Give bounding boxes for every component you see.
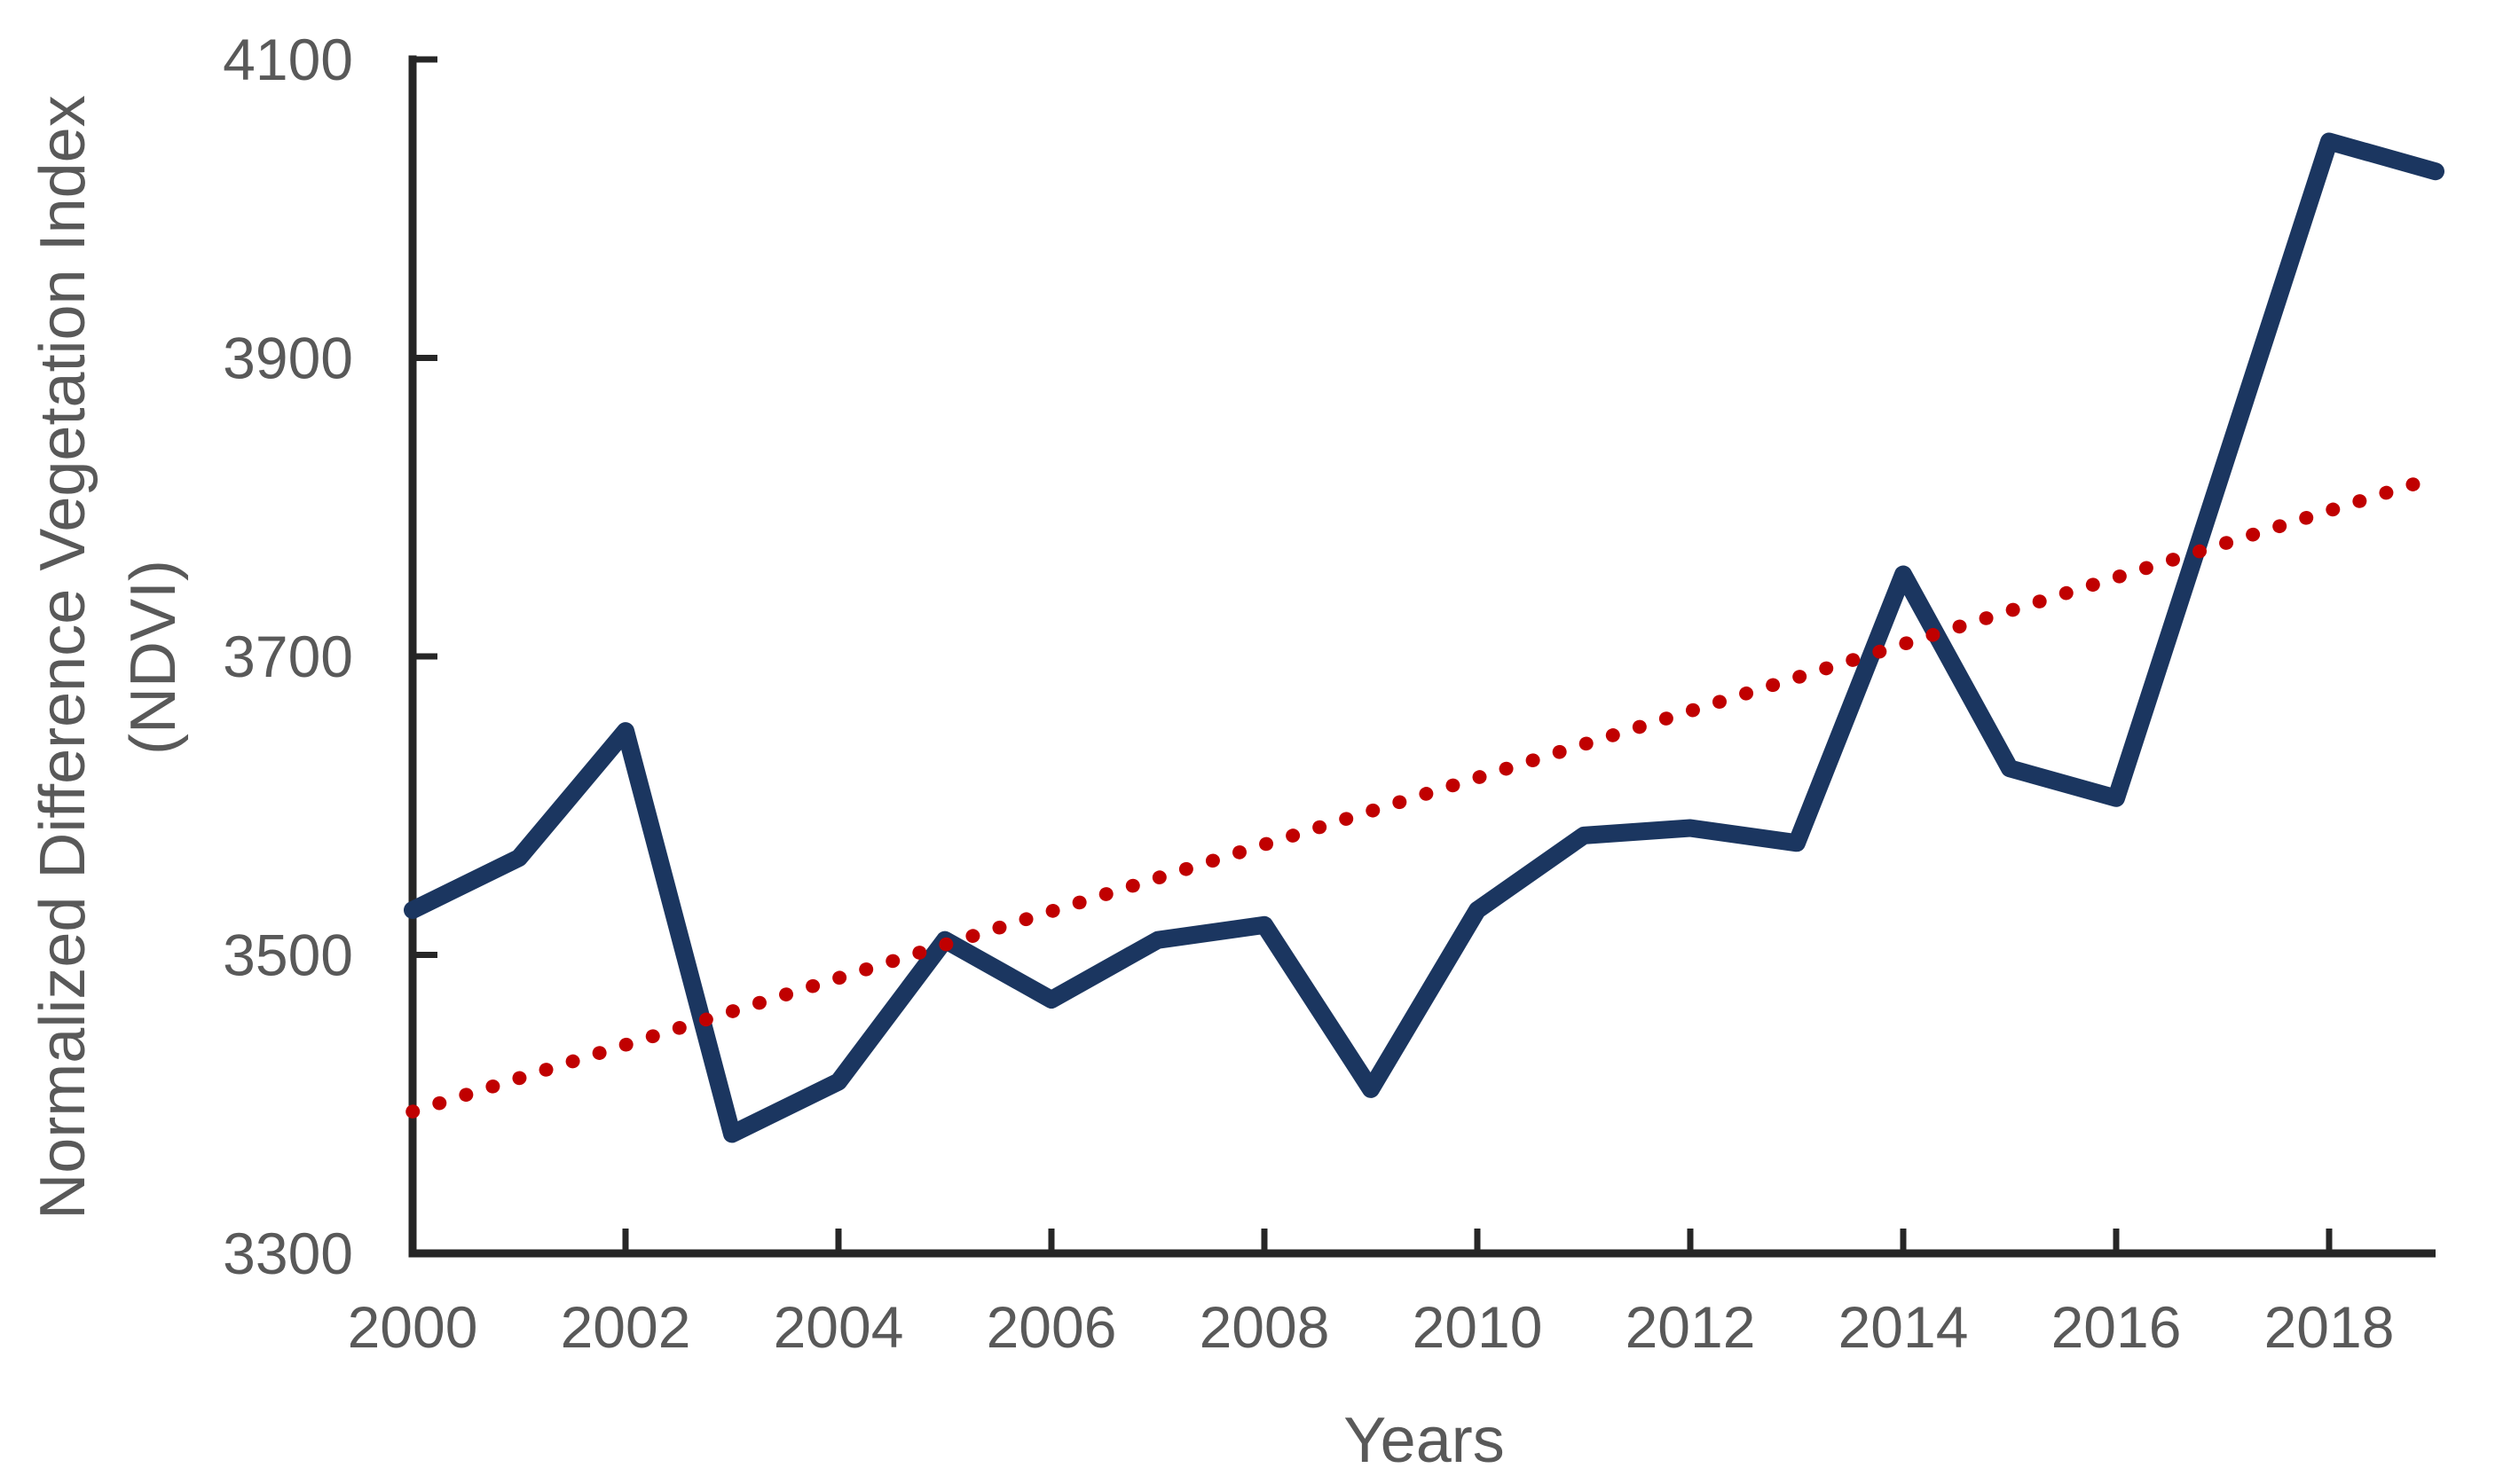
y-tick-label: 3500 xyxy=(223,923,353,988)
x-tick-label: 2004 xyxy=(774,1294,904,1360)
y-tick-label: 4100 xyxy=(223,27,353,92)
x-tick-label: 2018 xyxy=(2264,1294,2395,1360)
axes-group: 3300 3500 3700 3900 4100 2000 2002 2004 2006 2008… xyxy=(223,27,2436,1360)
x-tick-label: 2002 xyxy=(561,1294,691,1360)
x-tick-label: 2010 xyxy=(1413,1294,1543,1360)
x-tick-label: 2014 xyxy=(1838,1294,1969,1360)
x-tick-label: 2012 xyxy=(1625,1294,1756,1360)
x-tick-label: 2000 xyxy=(348,1294,478,1360)
trendline xyxy=(405,470,2443,1119)
ndvi-series-line xyxy=(404,132,2444,1143)
series-group xyxy=(404,132,2444,1143)
x-axis-title: Years xyxy=(1343,1405,1504,1476)
y-axis-title-line1: Normalized Difference Vegetation Index xyxy=(28,95,98,1219)
x-tick-label: 2006 xyxy=(987,1294,1117,1360)
y-axis-title-line2: (NDVI) xyxy=(118,560,189,755)
x-tick-label: 2008 xyxy=(1200,1294,1330,1360)
x-tick-label: 2016 xyxy=(2051,1294,2182,1360)
y-tick-label: 3300 xyxy=(223,1221,353,1286)
y-tick-label: 3900 xyxy=(223,326,353,391)
y-tick-label: 3700 xyxy=(223,624,353,689)
